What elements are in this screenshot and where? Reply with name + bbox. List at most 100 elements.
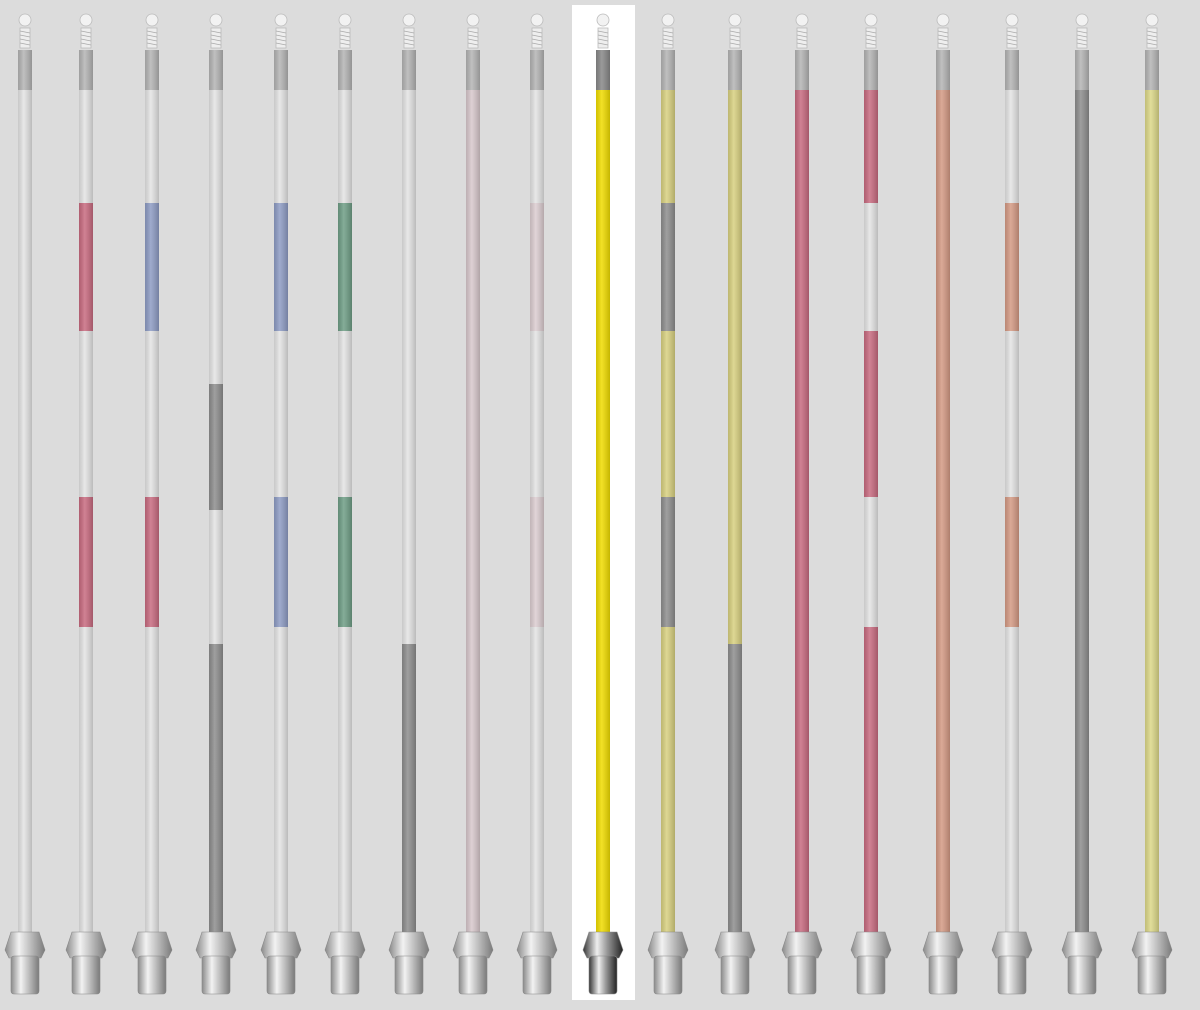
pole-shaft-shade bbox=[1005, 90, 1019, 935]
pole-shaft-shade bbox=[728, 90, 742, 935]
pole-tip-knob bbox=[274, 13, 288, 27]
pole-tip-thread bbox=[146, 30, 158, 34]
pole-option[interactable] bbox=[516, 13, 558, 995]
pole-tip-knob bbox=[1145, 13, 1159, 27]
pole-tip-thread bbox=[403, 42, 415, 46]
pole-collar-shade bbox=[1005, 50, 1019, 90]
pole-tip-knob bbox=[18, 13, 32, 27]
pole-base-body bbox=[1137, 955, 1167, 995]
pole-collar-shade bbox=[18, 50, 32, 90]
pole-tip-thread bbox=[80, 42, 92, 46]
pole-shaft-shade bbox=[209, 90, 223, 935]
pole-option[interactable] bbox=[781, 13, 823, 995]
pole-base-flange bbox=[195, 931, 237, 959]
pole-base-flange bbox=[647, 931, 689, 959]
pole-tip bbox=[275, 27, 287, 49]
pole-option[interactable] bbox=[452, 13, 494, 995]
pole-option[interactable] bbox=[131, 13, 173, 995]
pole-base-flange bbox=[991, 931, 1033, 959]
pole-base-body bbox=[71, 955, 101, 995]
pole-tip-thread bbox=[597, 38, 609, 42]
pole-base-flange bbox=[516, 931, 558, 959]
pole-tip-knob bbox=[79, 13, 93, 27]
pole-tip-thread bbox=[210, 30, 222, 34]
pole-option[interactable] bbox=[991, 13, 1033, 995]
pole-collar-shade bbox=[402, 50, 416, 90]
pole-tip-thread bbox=[597, 42, 609, 46]
pole-collar-shade bbox=[79, 50, 93, 90]
pole-tip-thread bbox=[662, 38, 674, 42]
pole-tip-thread bbox=[662, 34, 674, 38]
pole-tip bbox=[865, 27, 877, 49]
pole-option[interactable] bbox=[714, 13, 756, 995]
pole-base-body bbox=[10, 955, 40, 995]
pole-option[interactable] bbox=[324, 13, 366, 995]
pole-tip-knob bbox=[795, 13, 809, 27]
pole-tip-thread bbox=[210, 42, 222, 46]
pole-tip-thread bbox=[146, 34, 158, 38]
pole-option[interactable] bbox=[4, 13, 46, 995]
pole-tip-thread bbox=[865, 38, 877, 42]
pole-option[interactable] bbox=[647, 13, 689, 995]
pole-tip bbox=[1146, 27, 1158, 49]
pole-tip bbox=[210, 27, 222, 49]
pole-tip-thread bbox=[937, 42, 949, 46]
pole-base-body bbox=[720, 955, 750, 995]
pole-shaft-shade bbox=[596, 90, 610, 935]
pole-tip bbox=[339, 27, 351, 49]
pole-tip bbox=[403, 27, 415, 49]
pole-option[interactable] bbox=[65, 13, 107, 995]
pole-option[interactable] bbox=[850, 13, 892, 995]
pole-tip-thread bbox=[1146, 34, 1158, 38]
pole-collar-shade bbox=[795, 50, 809, 90]
pole-tip-thread bbox=[146, 38, 158, 42]
pole-tip-thread bbox=[339, 38, 351, 42]
pole-option[interactable] bbox=[1061, 13, 1103, 995]
pole-tip-thread bbox=[796, 38, 808, 42]
pole-tip-knob bbox=[661, 13, 675, 27]
pole-tip-thread bbox=[19, 38, 31, 42]
pole-base-flange bbox=[324, 931, 366, 959]
pole-option[interactable] bbox=[1131, 13, 1173, 995]
pole-collar-shade bbox=[864, 50, 878, 90]
pole-tip bbox=[796, 27, 808, 49]
pole-tip-knob bbox=[402, 13, 416, 27]
pole-shaft-shade bbox=[1145, 90, 1159, 935]
pole-shaft-shade bbox=[338, 90, 352, 935]
pole-tip-thread bbox=[403, 38, 415, 42]
pole-tip-thread bbox=[531, 34, 543, 38]
pole-base-flange bbox=[131, 931, 173, 959]
pole-option[interactable] bbox=[582, 13, 624, 995]
pole-option[interactable] bbox=[195, 13, 237, 995]
pole-tip-thread bbox=[146, 42, 158, 46]
pole-tip-thread bbox=[1146, 42, 1158, 46]
pole-base-body bbox=[856, 955, 886, 995]
pole-tip-thread bbox=[597, 34, 609, 38]
pole-collar-shade bbox=[145, 50, 159, 90]
pole-base-flange bbox=[452, 931, 494, 959]
pole-tip-knob bbox=[864, 13, 878, 27]
pole-option[interactable] bbox=[388, 13, 430, 995]
pole-tip-thread bbox=[467, 30, 479, 34]
pole-tip-thread bbox=[1146, 30, 1158, 34]
pole-tip-thread bbox=[339, 42, 351, 46]
pole-base-flange bbox=[714, 931, 756, 959]
pole-base-body bbox=[588, 955, 618, 995]
pole-shaft-shade bbox=[18, 90, 32, 935]
pole-option[interactable] bbox=[260, 13, 302, 995]
pole-tip-thread bbox=[729, 38, 741, 42]
pole-tip-thread bbox=[1006, 42, 1018, 46]
pole-tip-thread bbox=[275, 38, 287, 42]
pole-base-body bbox=[1067, 955, 1097, 995]
pole-collar-shade bbox=[936, 50, 950, 90]
pole-base-body bbox=[458, 955, 488, 995]
pole-tip-thread bbox=[662, 30, 674, 34]
pole-option[interactable] bbox=[922, 13, 964, 995]
pole-shaft-shade bbox=[1075, 90, 1089, 935]
pole-shaft-shade bbox=[936, 90, 950, 935]
pole-base-flange bbox=[1061, 931, 1103, 959]
pole-tip-thread bbox=[865, 42, 877, 46]
pole-tip-thread bbox=[19, 42, 31, 46]
pole-tip-knob bbox=[1075, 13, 1089, 27]
pole-tip-thread bbox=[339, 34, 351, 38]
